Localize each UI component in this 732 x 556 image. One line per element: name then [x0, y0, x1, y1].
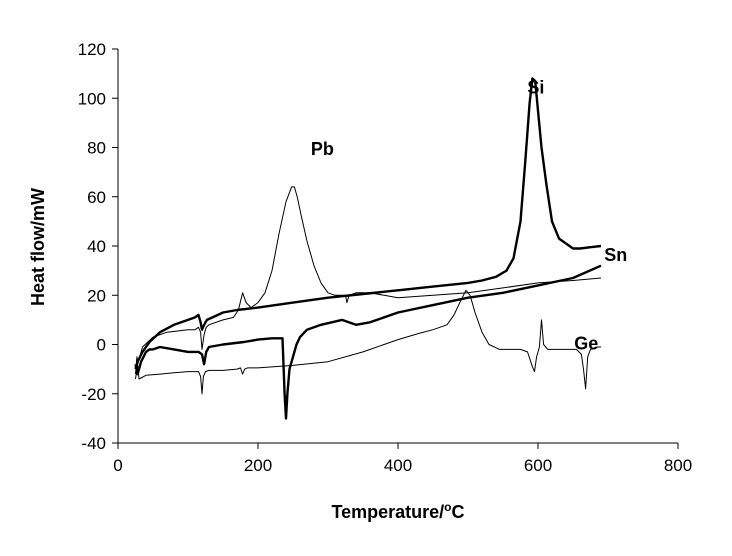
- series-line-si: [134, 77, 602, 370]
- y-tick-label: 60: [87, 188, 106, 207]
- y-axis-ticks: -40 -20 0 20 40 60 80 100 120: [78, 40, 118, 453]
- y-axis-title: Heat flow/mW: [28, 188, 48, 306]
- y-tick-label: -20: [81, 385, 106, 404]
- y-tick-label: 80: [87, 139, 106, 158]
- y-tick-label: 20: [87, 286, 106, 305]
- x-axis-title-unit: C: [452, 502, 465, 522]
- series-line-sn: [134, 264, 602, 420]
- x-axis-ticks: 0 200 400 600 800: [113, 443, 692, 475]
- series-label-si: Si: [527, 77, 544, 97]
- x-tick-label: 600: [524, 456, 552, 475]
- plot-area: 0 200 400 600 800 -40 -20 0 20 40 60 80 100 120 Si Sn…: [78, 40, 693, 475]
- y-tick-label: 40: [87, 237, 106, 256]
- series-label-sn: Sn: [604, 245, 627, 265]
- x-tick-label: 800: [664, 456, 692, 475]
- series-line-pb: [135, 186, 602, 380]
- series-line-ge: [135, 289, 601, 395]
- series-lines: [134, 77, 602, 420]
- y-tick-label: -40: [81, 434, 106, 453]
- series-label-ge: Ge: [574, 333, 598, 353]
- series-labels: Si Sn Pb Ge: [311, 77, 627, 353]
- y-tick-label: 120: [78, 40, 106, 59]
- y-tick-label: 100: [78, 89, 106, 108]
- series-label-pb: Pb: [311, 139, 334, 159]
- x-axis-title-text: Temperature/: [331, 502, 444, 522]
- x-tick-label: 400: [384, 456, 412, 475]
- x-axis-title: Temperature/oC: [331, 500, 464, 522]
- y-tick-label: 0: [97, 336, 106, 355]
- x-tick-label: 200: [244, 456, 272, 475]
- x-axis-title-superscript: o: [444, 500, 451, 514]
- x-tick-label: 0: [113, 456, 122, 475]
